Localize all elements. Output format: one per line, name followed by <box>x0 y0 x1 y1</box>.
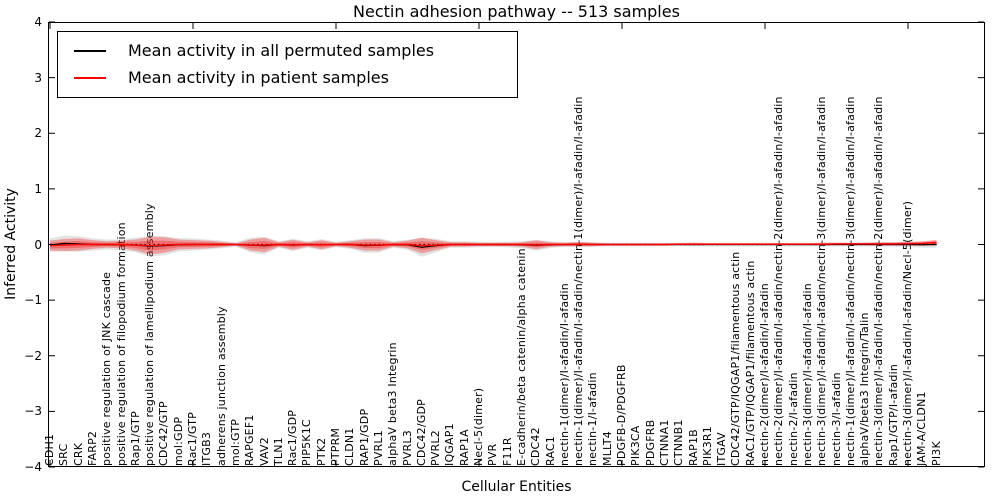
y-tick-label: 0 <box>34 237 42 252</box>
axes-spines <box>48 22 985 467</box>
permuted-band <box>50 235 937 257</box>
patient-mean-line <box>49 241 937 247</box>
patient-band-core <box>50 240 937 251</box>
legend-label-patient: Mean activity in patient samples <box>128 68 389 87</box>
chart-canvas <box>48 21 985 468</box>
y-tick-label: −2 <box>24 348 42 363</box>
y-tick-label: 2 <box>34 126 42 141</box>
chart-title: Nectin adhesion pathway -- 513 samples <box>353 2 680 21</box>
plot-area: CDH1 SRC CRK FARP2 positive regulation of JN… <box>43 21 985 468</box>
y-tick-label: 4 <box>34 15 42 29</box>
y-tick-label: 3 <box>34 70 42 85</box>
y-tick-label: −3 <box>24 404 42 419</box>
x-axis-label: Cellular Entities <box>461 479 572 495</box>
permuted-line-sample <box>74 49 106 52</box>
legend-label-permuted: Mean activity in all permuted samples <box>128 41 435 60</box>
legend: Mean activity in all permuted samples Me… <box>57 31 518 98</box>
y-tick-label: −4 <box>24 460 42 474</box>
y-tick-label: 1 <box>34 181 42 196</box>
legend-entry-permuted: Mean activity in all permuted samples <box>58 37 517 64</box>
patient-band <box>50 236 937 255</box>
legend-entry-patient: Mean activity in patient samples <box>58 64 517 91</box>
patient-line-sample <box>74 76 106 79</box>
y-tick-label: −1 <box>24 293 42 308</box>
